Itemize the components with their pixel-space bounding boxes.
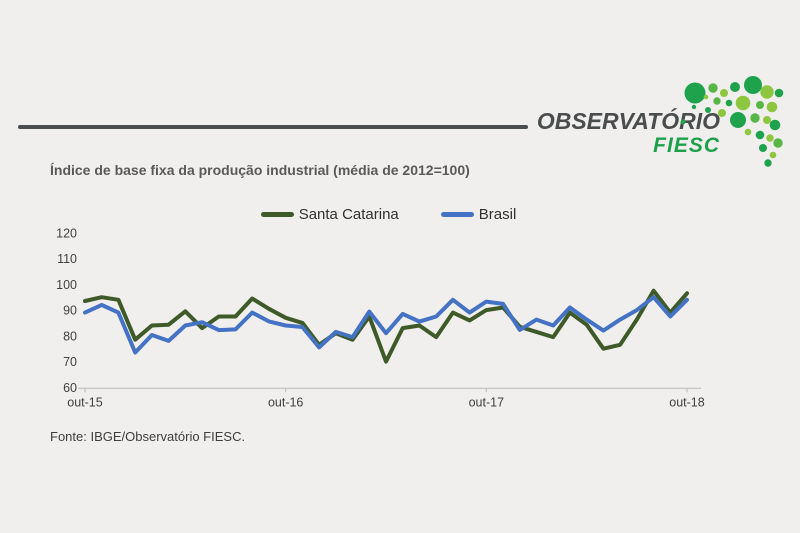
x-axis-label: out-17 xyxy=(469,395,504,409)
x-axis-label: out-16 xyxy=(268,395,303,409)
y-axis-label: 90 xyxy=(63,304,77,318)
x-axis-label: out-15 xyxy=(67,395,102,409)
y-axis-label: 60 xyxy=(63,381,77,395)
header-divider xyxy=(18,125,528,129)
brand-wordmark: OBSERVATÓRIO FIESC xyxy=(528,108,720,157)
source-note: Fonte: IBGE/Observatório FIESC. xyxy=(50,429,246,444)
brand-fiesc-text: FIESC xyxy=(653,134,720,157)
legend-label-santa-catarina: Santa Catarina xyxy=(298,206,399,223)
chart-legend: Santa Catarina Brasil xyxy=(85,206,692,223)
y-axis-label: 120 xyxy=(56,226,77,240)
y-axis-label: 70 xyxy=(63,355,77,369)
y-axis-label: 80 xyxy=(63,329,77,343)
legend-item-santa-catarina: Santa Catarina xyxy=(260,206,399,223)
y-axis-label: 110 xyxy=(57,252,77,266)
legend-swatch-brasil xyxy=(440,212,474,217)
series-line-brasil xyxy=(83,295,689,355)
series-line-santa-catarina xyxy=(83,288,689,364)
y-axis-label: 100 xyxy=(56,278,77,292)
fiesc-logo-mark xyxy=(680,76,784,167)
chart-title: Índice de base fixa da produção industri… xyxy=(50,162,470,178)
legend-swatch-santa-catarina xyxy=(260,212,294,217)
x-axis-label: out-18 xyxy=(669,395,704,409)
legend-label-brasil: Brasil xyxy=(478,206,517,223)
brand-observatorio-text: OBSERVATÓRIO xyxy=(536,108,720,134)
legend-item-brasil: Brasil xyxy=(440,206,517,223)
